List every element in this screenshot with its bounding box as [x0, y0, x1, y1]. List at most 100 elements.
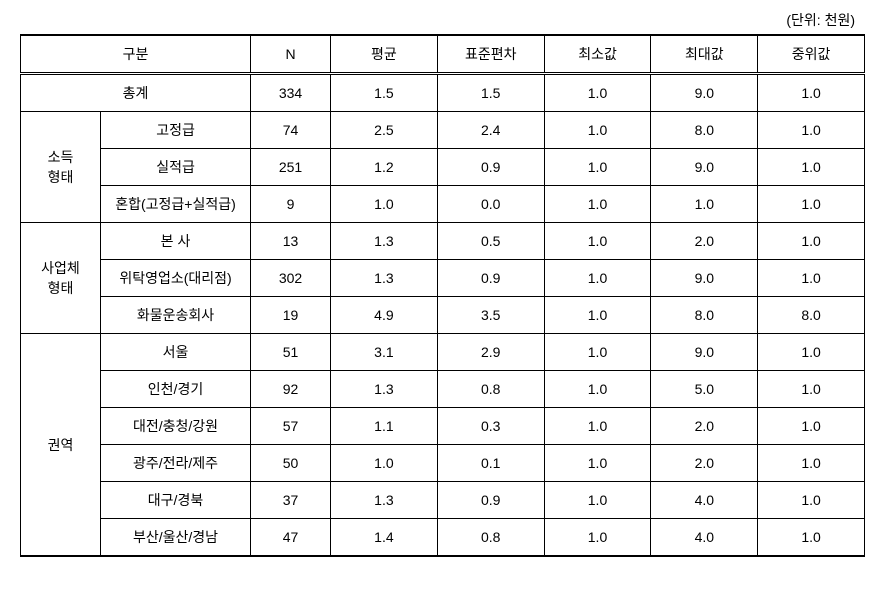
cell-min: 1.0	[544, 482, 651, 519]
cell-median: 1.0	[758, 112, 865, 149]
cell-max: 9.0	[651, 74, 758, 112]
cell-std: 2.4	[437, 112, 544, 149]
table-row: 실적급2511.20.91.09.01.0	[21, 149, 865, 186]
cell-n: 74	[251, 112, 331, 149]
col-category: 구분	[21, 35, 251, 74]
cell-min: 1.0	[544, 112, 651, 149]
cell-mean: 1.2	[331, 149, 438, 186]
row-label: 광주/전라/제주	[101, 445, 251, 482]
row-label: 위탁영업소(대리점)	[101, 260, 251, 297]
row-label: 부산/울산/경남	[101, 519, 251, 557]
row-label: 실적급	[101, 149, 251, 186]
cell-std: 0.5	[437, 223, 544, 260]
cell-max: 9.0	[651, 260, 758, 297]
cell-max: 4.0	[651, 482, 758, 519]
cell-min: 1.0	[544, 223, 651, 260]
cell-max: 5.0	[651, 371, 758, 408]
cell-std: 0.1	[437, 445, 544, 482]
table-row: 혼합(고정급+실적급)91.00.01.01.01.0	[21, 186, 865, 223]
table-row: 위탁영업소(대리점)3021.30.91.09.01.0	[21, 260, 865, 297]
cell-n: 19	[251, 297, 331, 334]
cell-n: 57	[251, 408, 331, 445]
cell-median: 8.0	[758, 297, 865, 334]
cell-mean: 1.0	[331, 186, 438, 223]
cell-std: 0.0	[437, 186, 544, 223]
cell-mean: 1.5	[331, 74, 438, 112]
col-std: 표준편차	[437, 35, 544, 74]
table-row: 대전/충청/강원571.10.31.02.01.0	[21, 408, 865, 445]
cell-max: 9.0	[651, 149, 758, 186]
cell-max: 9.0	[651, 334, 758, 371]
table-row: 소득 형태고정급742.52.41.08.01.0	[21, 112, 865, 149]
cell-mean: 4.9	[331, 297, 438, 334]
cell-std: 0.3	[437, 408, 544, 445]
cell-max: 1.0	[651, 186, 758, 223]
cell-max: 2.0	[651, 445, 758, 482]
table-row: 권역서울513.12.91.09.01.0	[21, 334, 865, 371]
cell-n: 47	[251, 519, 331, 557]
cell-median: 1.0	[758, 371, 865, 408]
cell-std: 0.9	[437, 149, 544, 186]
row-label: 본 사	[101, 223, 251, 260]
cell-std: 0.8	[437, 519, 544, 557]
cell-mean: 2.5	[331, 112, 438, 149]
cell-median: 1.0	[758, 482, 865, 519]
row-label: 대구/경북	[101, 482, 251, 519]
cell-n: 37	[251, 482, 331, 519]
data-table: 구분 N 평균 표준편차 최소값 최대값 중위값 총계3341.51.51.09…	[20, 34, 865, 557]
cell-mean: 1.3	[331, 482, 438, 519]
table-row: 화물운송회사194.93.51.08.08.0	[21, 297, 865, 334]
cell-std: 0.9	[437, 260, 544, 297]
cell-std: 0.8	[437, 371, 544, 408]
cell-n: 13	[251, 223, 331, 260]
table-row: 부산/울산/경남471.40.81.04.01.0	[21, 519, 865, 557]
cell-min: 1.0	[544, 408, 651, 445]
group-label: 사업체 형태	[21, 223, 101, 334]
cell-n: 92	[251, 371, 331, 408]
total-row: 총계3341.51.51.09.01.0	[21, 74, 865, 112]
col-min: 최소값	[544, 35, 651, 74]
col-n: N	[251, 35, 331, 74]
col-max: 최대값	[651, 35, 758, 74]
row-label: 인천/경기	[101, 371, 251, 408]
row-label: 고정급	[101, 112, 251, 149]
cell-median: 1.0	[758, 445, 865, 482]
cell-min: 1.0	[544, 297, 651, 334]
cell-mean: 3.1	[331, 334, 438, 371]
header-row: 구분 N 평균 표준편차 최소값 최대값 중위값	[21, 35, 865, 74]
cell-median: 1.0	[758, 74, 865, 112]
cell-max: 4.0	[651, 519, 758, 557]
cell-mean: 1.3	[331, 371, 438, 408]
cell-min: 1.0	[544, 334, 651, 371]
table-row: 대구/경북371.30.91.04.01.0	[21, 482, 865, 519]
cell-median: 1.0	[758, 408, 865, 445]
cell-median: 1.0	[758, 334, 865, 371]
group-label: 소득 형태	[21, 112, 101, 223]
cell-n: 9	[251, 186, 331, 223]
cell-n: 251	[251, 149, 331, 186]
cell-std: 1.5	[437, 74, 544, 112]
cell-n: 302	[251, 260, 331, 297]
table-row: 사업체 형태본 사131.30.51.02.01.0	[21, 223, 865, 260]
cell-std: 0.9	[437, 482, 544, 519]
cell-min: 1.0	[544, 445, 651, 482]
table-row: 광주/전라/제주501.00.11.02.01.0	[21, 445, 865, 482]
cell-mean: 1.1	[331, 408, 438, 445]
cell-max: 2.0	[651, 223, 758, 260]
cell-median: 1.0	[758, 223, 865, 260]
cell-mean: 1.0	[331, 445, 438, 482]
cell-mean: 1.4	[331, 519, 438, 557]
cell-min: 1.0	[544, 186, 651, 223]
total-label: 총계	[21, 74, 251, 112]
cell-mean: 1.3	[331, 223, 438, 260]
cell-n: 50	[251, 445, 331, 482]
cell-median: 1.0	[758, 519, 865, 557]
cell-std: 2.9	[437, 334, 544, 371]
cell-median: 1.0	[758, 260, 865, 297]
col-median: 중위값	[758, 35, 865, 74]
cell-min: 1.0	[544, 149, 651, 186]
cell-min: 1.0	[544, 74, 651, 112]
cell-std: 3.5	[437, 297, 544, 334]
cell-min: 1.0	[544, 519, 651, 557]
cell-min: 1.0	[544, 260, 651, 297]
